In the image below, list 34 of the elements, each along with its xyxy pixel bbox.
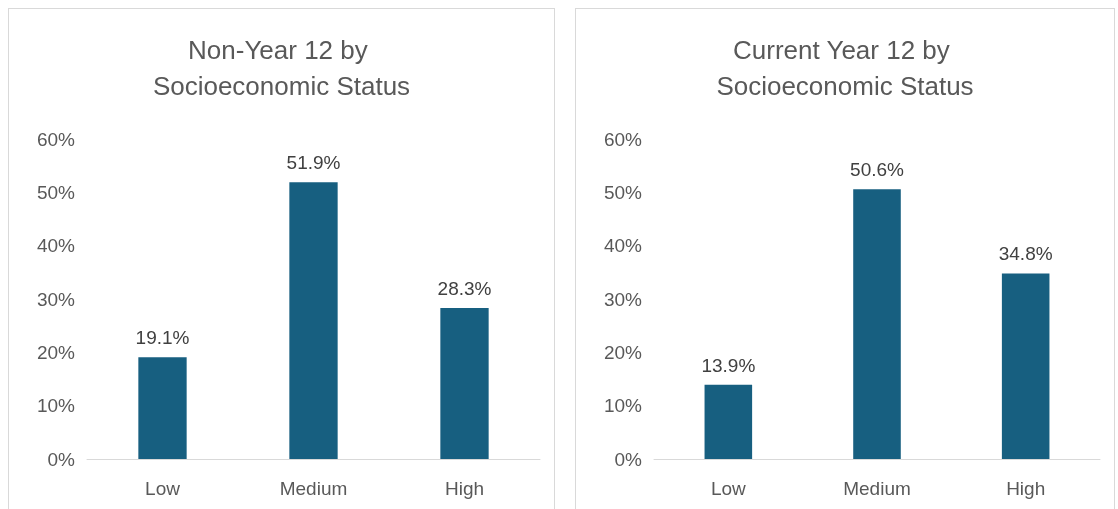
x-tick-label: High: [1006, 478, 1046, 499]
y-tick-label: 0%: [47, 448, 76, 470]
y-tick-label: 40%: [36, 235, 76, 257]
y-tick-label: 50%: [603, 181, 643, 203]
data-label: 28.3%: [437, 278, 492, 300]
y-tick-label: 30%: [603, 288, 643, 310]
chart-title: Non-Year 12 by Socioeconomic Status: [152, 35, 411, 101]
bar: [138, 357, 187, 459]
bar: [853, 189, 901, 459]
y-tick-label: 0%: [614, 448, 643, 470]
y-tick-label: 30%: [36, 288, 76, 310]
y-tick-label: 60%: [603, 128, 643, 150]
x-tick-label: Medium: [279, 478, 348, 499]
y-tick-label: 20%: [36, 341, 76, 363]
y-tick-label: 40%: [603, 235, 643, 257]
data-label: 13.9%: [701, 354, 756, 376]
bar: [1001, 273, 1050, 459]
data-label: 34.8%: [998, 243, 1053, 265]
chart-title: Current Year 12 by Socioeconomic Status: [716, 35, 974, 101]
x-tick-label: Low: [145, 478, 181, 499]
y-tick-label: 20%: [603, 341, 643, 363]
data-label: 50.6%: [850, 159, 905, 181]
data-label: 19.1%: [135, 327, 190, 349]
x-tick-label: Medium: [843, 478, 911, 499]
y-tick-label: 10%: [603, 395, 643, 417]
y-tick-label: 60%: [36, 128, 76, 150]
y-tick-label: 50%: [36, 181, 76, 203]
data-label: 51.9%: [286, 152, 341, 174]
y-tick-label: 10%: [36, 395, 76, 417]
x-tick-label: Low: [710, 478, 747, 499]
bar: [440, 308, 489, 459]
bar: [289, 182, 338, 459]
x-tick-label: High: [444, 478, 485, 499]
bar: [704, 384, 753, 459]
